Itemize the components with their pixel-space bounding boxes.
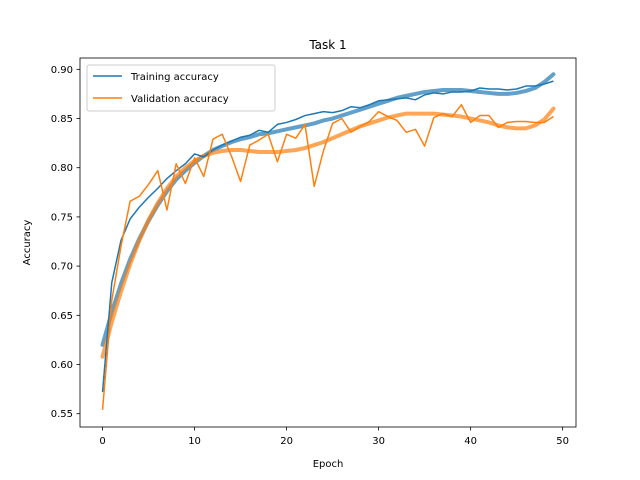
legend: Training accuracy Validation accuracy (86, 64, 276, 112)
y-tick-label: 0.60 (51, 360, 73, 371)
x-tick-label: 50 (556, 436, 569, 447)
legend-label-training: Training accuracy (130, 72, 219, 83)
legend-label-validation: Validation accuracy (131, 94, 229, 105)
y-tick-label: 0.80 (51, 163, 73, 174)
chart-title: Task 1 (308, 38, 346, 52)
x-axis-label: Epoch (313, 459, 344, 470)
y-axis-label: Accuracy (22, 220, 33, 266)
y-tick-label: 0.55 (51, 409, 73, 420)
series-layer (101, 80, 554, 410)
y-tick-label: 0.70 (51, 262, 73, 273)
x-ticks: 0 10 20 30 40 50 (99, 427, 569, 447)
y-tick-label: 0.75 (51, 212, 73, 223)
axes-frame (79, 57, 577, 428)
x-tick-label: 0 (99, 436, 105, 447)
y-tick-label: 0.85 (51, 114, 73, 125)
x-tick-label: 30 (372, 436, 385, 447)
y-tick-label: 0.65 (51, 311, 73, 322)
trend-line-0 (100, 72, 556, 347)
y-ticks: 0.55 0.60 0.65 0.70 0.75 0.80 0.85 0.90 (51, 65, 80, 420)
y-tick-label: 0.90 (51, 65, 73, 76)
x-tick-label: 10 (188, 436, 201, 447)
legend-box (86, 64, 276, 112)
series-line-training (101, 80, 554, 393)
trend-line-1 (100, 106, 556, 359)
x-tick-label: 20 (280, 436, 293, 447)
trend-layer (100, 72, 556, 359)
x-tick-label: 40 (464, 436, 477, 447)
series-line-validation (101, 103, 554, 410)
